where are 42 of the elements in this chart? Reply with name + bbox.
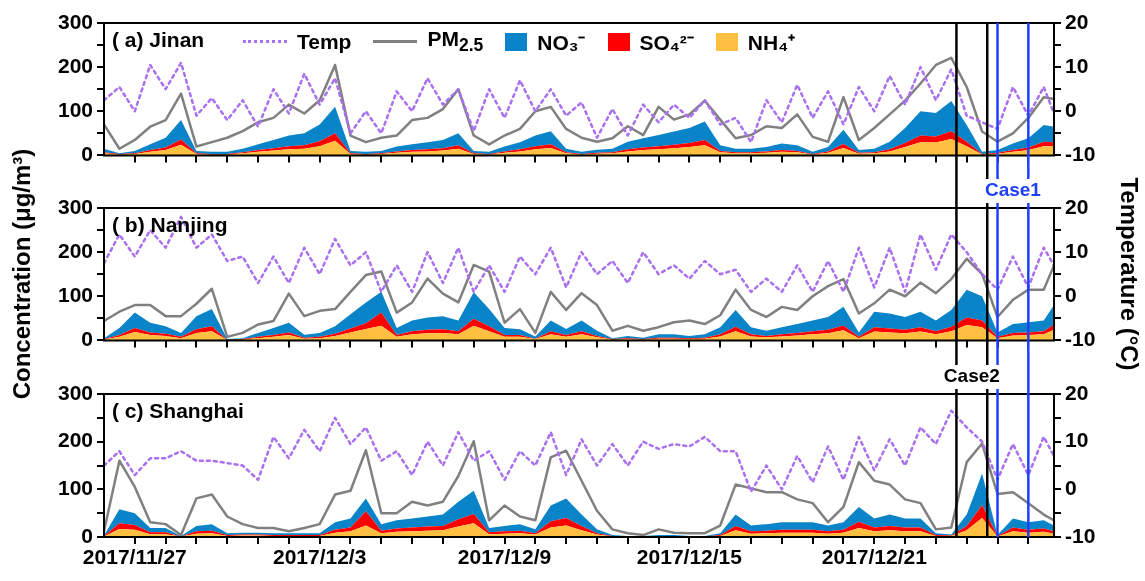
y2-tick-label: 20 — [1065, 9, 1089, 33]
y2-tick-label: -10 — [1065, 327, 1096, 351]
y-tick-label: 200 — [57, 238, 93, 262]
chart-title: ( c) Shanghai — [112, 399, 244, 423]
y2-tick-label: 10 — [1065, 53, 1089, 77]
y2-tick-label: 20 — [1065, 380, 1089, 404]
chart-title: ( b) Nanjing — [112, 213, 228, 237]
y2-tick-label: 20 — [1065, 194, 1089, 218]
x-tick-label: 2017/12/15 — [636, 545, 743, 569]
y-tick-label: 200 — [57, 428, 93, 452]
y-tick-label: 300 — [57, 380, 93, 404]
line-series — [104, 215, 1054, 294]
y2-tick-label: -10 — [1065, 523, 1096, 547]
y2-tick-label: 10 — [1065, 238, 1089, 262]
y2-tick-label: 0 — [1065, 98, 1077, 122]
legend-label: NH₄⁺ — [747, 29, 796, 56]
ref-line-label: Case1 — [984, 179, 1042, 201]
legend-label: PM$_{2.5}$ — [427, 27, 484, 57]
legend-label: Temp — [297, 29, 352, 54]
legend-label: NO₃⁻ — [537, 29, 586, 56]
y-tick-label: 0 — [81, 523, 93, 547]
y2-tick-label: 10 — [1065, 428, 1089, 452]
y-tick-label: 0 — [81, 142, 93, 166]
y-tick-label: 100 — [57, 98, 93, 122]
y-tick-label: 200 — [57, 53, 93, 77]
y-tick-label: 0 — [81, 327, 93, 351]
chart-title: ( a) Jinan — [112, 28, 205, 52]
y2-tick-label: 0 — [1065, 476, 1077, 500]
legend-label: SO₄²⁻ — [639, 29, 694, 56]
x-tick-label: 2017/12/21 — [821, 545, 928, 569]
y-axis-title: Concentration (μg/m³) — [7, 148, 36, 400]
y-tick-label: 100 — [57, 283, 93, 307]
y-tick-label: 300 — [57, 194, 93, 218]
y2-tick-label: -10 — [1065, 142, 1096, 166]
ref-line-label: Case2 — [943, 365, 1000, 387]
y2-tick-label: 0 — [1065, 283, 1077, 307]
x-tick-label: 2017/12/3 — [272, 545, 367, 569]
y-tick-label: 300 — [57, 9, 93, 33]
x-tick-label: 2017/12/9 — [457, 545, 552, 569]
x-tick-label: 2017/11/27 — [82, 545, 187, 569]
y-tick-label: 100 — [57, 476, 93, 500]
y2-axis-title: Temperature (°C) — [1114, 177, 1143, 371]
